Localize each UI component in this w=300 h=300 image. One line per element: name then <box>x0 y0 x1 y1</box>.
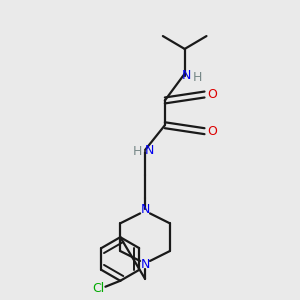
Text: N: N <box>140 203 150 216</box>
Text: O: O <box>208 88 218 101</box>
Text: H: H <box>132 146 142 158</box>
Text: H: H <box>193 71 202 84</box>
Text: N: N <box>182 69 191 82</box>
Text: Cl: Cl <box>92 282 105 295</box>
Text: N: N <box>140 258 150 272</box>
Text: O: O <box>208 125 218 138</box>
Text: N: N <box>144 143 154 157</box>
